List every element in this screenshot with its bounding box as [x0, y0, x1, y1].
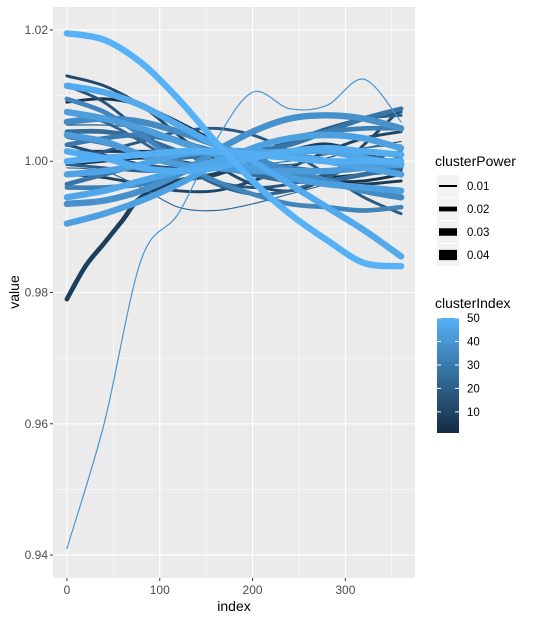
colorbar-tick-label: 40	[467, 336, 480, 348]
legend-power-label: 0.03	[467, 227, 489, 239]
series-line	[63, 30, 405, 270]
series-line	[63, 112, 405, 208]
y-tick-label: 1.00	[25, 154, 49, 168]
colorbar-tick-label: 50	[467, 313, 480, 325]
legend-power-label: 0.01	[467, 181, 489, 193]
x-tick-label: 200	[243, 583, 263, 597]
x-tick-label: 300	[335, 583, 355, 597]
legend-index-title: clusterIndex	[435, 295, 510, 311]
y-tick-label: 0.94	[25, 548, 49, 562]
legend-power-label: 0.02	[467, 204, 489, 216]
legend-power-label: 0.04	[467, 250, 490, 262]
legend-cluster-index: clusterIndex 10 20 30 40 50	[435, 295, 510, 433]
colorbar-tick-label: 10	[467, 407, 480, 419]
legend-colorbar-ticks: 10 20 30 40 50	[437, 313, 480, 419]
y-tick-label: 0.98	[25, 286, 49, 300]
colorbar-tick-label: 30	[467, 360, 480, 372]
series-layer	[63, 30, 405, 550]
x-tick-label: 100	[150, 583, 170, 597]
legend-power-title: clusterPower	[435, 153, 516, 169]
y-tick-label: 1.02	[25, 23, 49, 37]
x-axis-title: index	[217, 598, 250, 614]
legend-colorbar	[437, 318, 459, 433]
axis-layer: 0 100 200 300 0.94 0.96 0.98 1.00 1.02	[25, 23, 356, 597]
legend-cluster-power: clusterPower 0.01 0.02 0.03 0.04	[435, 153, 516, 266]
series-line	[63, 147, 405, 165]
y-tick-label: 0.96	[25, 417, 49, 431]
legend-power-keys: 0.01 0.02 0.03 0.04	[437, 175, 490, 266]
colorbar-tick-label: 20	[467, 383, 480, 395]
y-axis-title: value	[6, 275, 22, 309]
series-line	[63, 131, 405, 175]
x-tick-label: 0	[64, 583, 71, 597]
